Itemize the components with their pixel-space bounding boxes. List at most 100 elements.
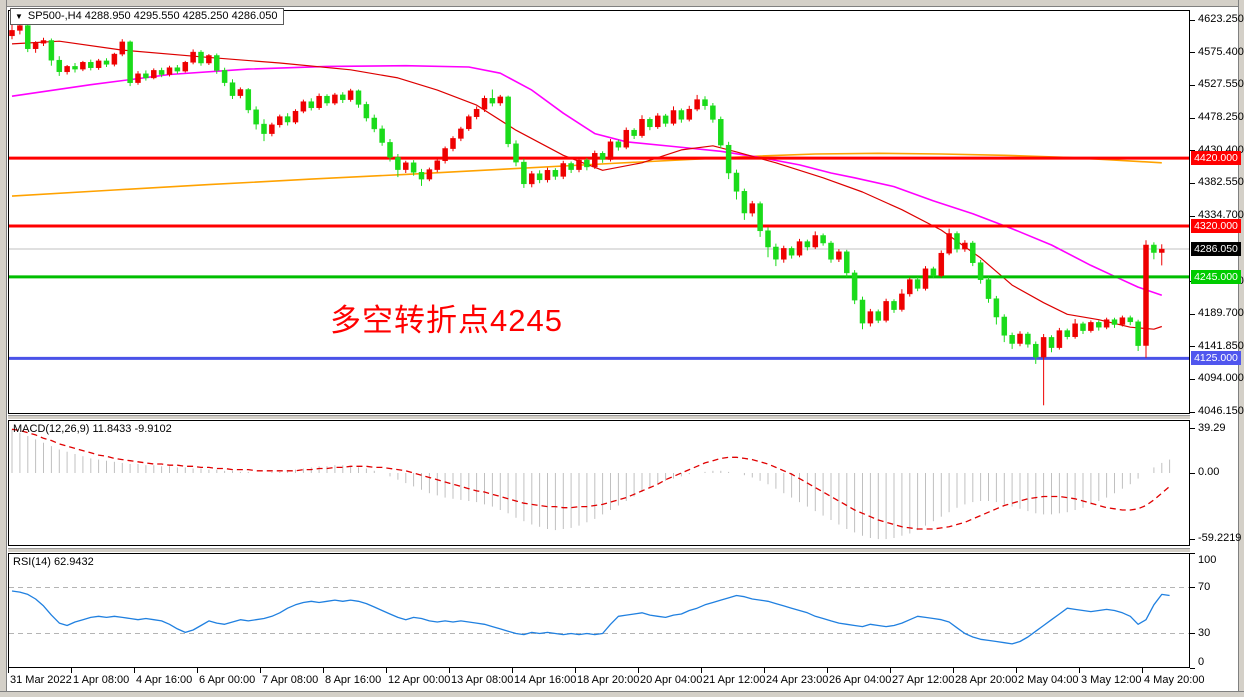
price-tick-label: 4189.700 (1198, 307, 1244, 320)
candle-body (229, 82, 236, 96)
candle-body (536, 173, 543, 181)
candle-body (505, 96, 511, 145)
candle-body (529, 173, 535, 185)
candle-body (859, 299, 866, 324)
candle-body (111, 53, 118, 65)
candle-body (836, 251, 842, 260)
candle-body (851, 272, 858, 301)
candle-body (410, 162, 417, 173)
candle-body (883, 301, 889, 321)
candle-body (576, 159, 582, 170)
candle-body (1111, 319, 1118, 325)
price-label-4420.000: 4420.000 (1191, 151, 1241, 166)
candle-body (584, 159, 590, 168)
candle-body (450, 138, 456, 149)
chart-annotation-text[interactable]: 多空转折点4245 (330, 303, 563, 338)
candle-body (694, 99, 700, 110)
candle-body (221, 70, 228, 83)
candle-body (300, 101, 307, 112)
candle-body (308, 101, 315, 109)
candle-body (1001, 316, 1008, 336)
candle-body (245, 89, 252, 111)
candle-body (72, 66, 78, 70)
candle-body (985, 279, 992, 299)
candle-body (796, 241, 803, 256)
symbol-info-bar[interactable]: ▼ SP500-,H4 4288.950 4295.550 4285.250 4… (10, 8, 285, 25)
panel-splitter-macd-rsi[interactable] (8, 548, 1190, 553)
window-left-edge[interactable] (0, 0, 7, 697)
candle-body (166, 67, 173, 75)
candle-body (442, 148, 448, 161)
candle-body (781, 248, 787, 260)
candle-body (1017, 333, 1023, 344)
candle-body (25, 25, 31, 49)
candles (9, 20, 1165, 406)
candle-body (371, 117, 378, 130)
chart-background (7, 6, 1238, 691)
candle-body (592, 153, 598, 168)
ma-line-magenta (11, 64, 1163, 297)
rsi-panel (8, 553, 1190, 668)
price-tick (1190, 52, 1195, 53)
candle-body (426, 169, 433, 180)
candle-body (678, 110, 685, 120)
candle-body (190, 51, 196, 63)
candle-body (607, 141, 614, 160)
macd-axis-tick (1190, 538, 1195, 540)
rsi-axis-tick-label: 70 (1198, 580, 1211, 593)
symbol-ohlc-text: SP500-,H4 4288.950 4295.550 4285.250 428… (27, 10, 278, 22)
window-right-edge[interactable] (1238, 0, 1244, 697)
candle-body (269, 124, 275, 134)
macd-label: MACD(12,26,9) 11.8433 -9.9102 (13, 423, 172, 435)
candle-body (135, 73, 141, 83)
price-tick (1190, 117, 1195, 119)
panel-splitter-main-macd[interactable] (8, 415, 1190, 420)
candle-body (812, 235, 819, 248)
candle-body (9, 30, 15, 37)
price-scale-column[interactable]: 4623.250 4575.400 4527.550 4478.250 4430.400… (1190, 0, 1244, 697)
rsi-axis-tick (1190, 552, 1195, 554)
candle-body (733, 172, 740, 192)
candle-body (127, 41, 133, 83)
candle-body (434, 160, 441, 170)
candle-body (1080, 323, 1086, 331)
rsi-axis-tick (1190, 633, 1195, 634)
chevron-down-icon[interactable]: ▼ (15, 12, 23, 21)
candle-body (741, 191, 748, 214)
rsi-axis-tick-label: 30 (1198, 626, 1211, 639)
candle-body (521, 161, 527, 185)
candle-body (277, 116, 283, 126)
price-tick-label: 4623.250 (1198, 13, 1244, 25)
candle-body (962, 242, 968, 250)
candle-body (395, 157, 401, 170)
candle-body (757, 203, 763, 232)
candle-body (773, 246, 779, 260)
candle-body (552, 170, 559, 177)
candle-body (95, 60, 102, 68)
candle-body (1056, 330, 1063, 348)
candle-body (513, 143, 519, 163)
candle-body (253, 109, 259, 125)
candle-body (466, 116, 472, 130)
candle-body (1143, 244, 1149, 346)
candle-body (914, 279, 921, 289)
price-tick (1190, 411, 1195, 413)
candle-body (710, 105, 716, 120)
candle-body (1151, 244, 1157, 253)
candle-body (151, 70, 157, 79)
candle-body (1025, 333, 1031, 345)
candle-body (340, 94, 346, 100)
price-tick (1190, 346, 1195, 348)
candle-body (182, 62, 189, 72)
candle-body (103, 60, 110, 65)
candle-body (206, 55, 212, 64)
window-bottom-edge[interactable] (0, 691, 1244, 697)
rsi-axis-tick-label: 0 (1198, 656, 1205, 668)
candle-body (32, 43, 39, 49)
candle-body (1135, 321, 1141, 346)
price-tick (1190, 19, 1195, 21)
candle-body (623, 129, 630, 148)
rsi-axis-tick-label: 100 (1198, 554, 1217, 566)
